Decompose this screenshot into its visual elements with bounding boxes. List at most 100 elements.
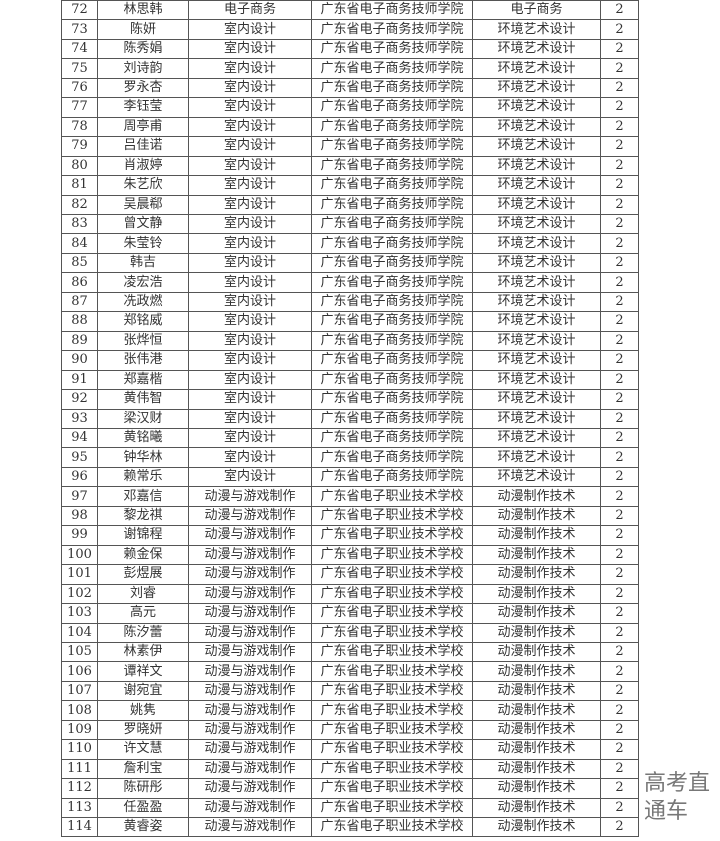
school-cell: 广东省电子商务技师学院 <box>311 19 473 40</box>
value-cell: 2 <box>600 797 639 819</box>
program-cell: 环境艺术设计 <box>472 369 601 391</box>
table-row: 98 黎龙祺 动漫与游戏制作 广东省电子职业技术学校 动漫制作技术 2 <box>61 505 639 527</box>
major-cell: 室内设计 <box>188 38 312 60</box>
program-cell: 环境艺术设计 <box>472 213 601 235</box>
value-cell: 2 <box>600 427 639 449</box>
value-cell: 2 <box>600 19 639 40</box>
row-number-cell: 88 <box>61 311 98 332</box>
row-number-cell: 102 <box>61 583 98 605</box>
value-cell: 2 <box>600 603 639 624</box>
school-cell: 广东省电子商务技师学院 <box>311 175 473 196</box>
program-cell: 动漫制作技术 <box>472 641 601 663</box>
table-row: 75 刘诗韵 室内设计 广东省电子商务技师学院 环境艺术设计 2 <box>61 58 639 79</box>
student-name-cell: 曾文静 <box>97 213 189 235</box>
row-number-cell: 112 <box>61 778 98 799</box>
program-cell: 环境艺术设计 <box>472 155 601 177</box>
table-row: 107 谢宛宜 动漫与游戏制作 广东省电子职业技术学校 动漫制作技术 2 <box>61 680 639 702</box>
table-row: 76 罗永杏 室内设计 广东省电子商务技师学院 环境艺术设计 2 <box>61 77 639 99</box>
table-row: 80 肖淑婷 室内设计 广东省电子商务技师学院 环境艺术设计 2 <box>61 155 639 177</box>
table-row: 74 陈秀娟 室内设计 广东省电子商务技师学院 环境艺术设计 2 <box>61 38 639 60</box>
row-number-cell: 104 <box>61 622 98 643</box>
student-name-cell: 张伟港 <box>97 350 189 371</box>
row-number-cell: 105 <box>61 641 98 663</box>
major-cell: 室内设计 <box>188 447 312 468</box>
program-cell: 动漫制作技术 <box>472 758 601 780</box>
program-cell: 动漫制作技术 <box>472 700 601 721</box>
student-name-cell: 黎龙祺 <box>97 505 189 527</box>
table-row: 99 谢锦程 动漫与游戏制作 广东省电子职业技术学校 动漫制作技术 2 <box>61 525 639 546</box>
row-number-cell: 89 <box>61 330 98 352</box>
row-number-cell: 94 <box>61 427 98 449</box>
student-name-cell: 梁汉财 <box>97 408 189 429</box>
table-row: 77 李钰莹 室内设计 广东省电子商务技师学院 环境艺术设计 2 <box>61 97 639 118</box>
program-cell: 环境艺术设计 <box>472 466 601 488</box>
school-cell: 广东省电子商务技师学院 <box>311 311 473 332</box>
school-cell: 广东省电子职业技术学校 <box>311 778 473 799</box>
value-cell: 2 <box>600 155 639 177</box>
student-name-cell: 吴晨郗 <box>97 194 189 215</box>
student-name-cell: 黄伟智 <box>97 389 189 410</box>
major-cell: 动漫与游戏制作 <box>188 680 312 702</box>
watermark: 高考直通车 <box>644 771 711 824</box>
major-cell: 室内设计 <box>188 311 312 332</box>
table-row: 105 林素伊 动漫与游戏制作 广东省电子职业技术学校 动漫制作技术 2 <box>61 641 639 663</box>
table-row: 110 许文慧 动漫与游戏制作 广东省电子职业技术学校 动漫制作技术 2 <box>61 739 639 760</box>
student-name-cell: 黄铭曦 <box>97 427 189 449</box>
program-cell: 环境艺术设计 <box>472 233 601 254</box>
row-number-cell: 83 <box>61 213 98 235</box>
student-name-cell: 郑铭威 <box>97 311 189 332</box>
student-name-cell: 刘诗韵 <box>97 58 189 79</box>
value-cell: 2 <box>600 544 639 566</box>
table-row: 102 刘睿 动漫与游戏制作 广东省电子职业技术学校 动漫制作技术 2 <box>61 583 639 605</box>
program-cell: 动漫制作技术 <box>472 719 601 741</box>
school-cell: 广东省电子职业技术学校 <box>311 486 473 507</box>
program-cell: 环境艺术设计 <box>472 116 601 138</box>
school-cell: 广东省电子职业技术学校 <box>311 700 473 721</box>
program-cell: 动漫制作技术 <box>472 603 601 624</box>
row-number-cell: 106 <box>61 661 98 682</box>
major-cell: 室内设计 <box>188 252 312 274</box>
student-name-cell: 黄睿姿 <box>97 817 189 838</box>
student-name-cell: 冼政燃 <box>97 291 189 313</box>
value-cell: 2 <box>600 466 639 488</box>
school-cell: 广东省电子商务技师学院 <box>311 0 473 21</box>
student-name-cell: 姚隽 <box>97 700 189 721</box>
value-cell: 2 <box>600 641 639 663</box>
value-cell: 2 <box>600 350 639 371</box>
table-row: 92 黄伟智 室内设计 广东省电子商务技师学院 环境艺术设计 2 <box>61 389 639 410</box>
table-row: 84 朱莹铃 室内设计 广东省电子商务技师学院 环境艺术设计 2 <box>61 233 639 254</box>
value-cell: 2 <box>600 194 639 215</box>
table-row: 79 吕佳诺 室内设计 广东省电子商务技师学院 环境艺术设计 2 <box>61 136 639 157</box>
row-number-cell: 81 <box>61 175 98 196</box>
value-cell: 2 <box>600 272 639 293</box>
row-number-cell: 93 <box>61 408 98 429</box>
table-row: 88 郑铭威 室内设计 广东省电子商务技师学院 环境艺术设计 2 <box>61 311 639 332</box>
program-cell: 环境艺术设计 <box>472 427 601 449</box>
student-name-cell: 陈妍 <box>97 19 189 40</box>
student-name-cell: 李钰莹 <box>97 97 189 118</box>
program-cell: 动漫制作技术 <box>472 817 601 838</box>
row-number-cell: 73 <box>61 19 98 40</box>
table-row: 82 吴晨郗 室内设计 广东省电子商务技师学院 环境艺术设计 2 <box>61 194 639 215</box>
major-cell: 动漫与游戏制作 <box>188 622 312 643</box>
school-cell: 广东省电子职业技术学校 <box>311 544 473 566</box>
major-cell: 动漫与游戏制作 <box>188 603 312 624</box>
row-number-cell: 114 <box>61 817 98 838</box>
row-number-cell: 110 <box>61 739 98 760</box>
value-cell: 2 <box>600 38 639 60</box>
major-cell: 室内设计 <box>188 175 312 196</box>
major-cell: 动漫与游戏制作 <box>188 739 312 760</box>
value-cell: 2 <box>600 505 639 527</box>
student-name-cell: 罗永杏 <box>97 77 189 99</box>
student-name-cell: 林思韩 <box>97 0 189 21</box>
program-cell: 环境艺术设计 <box>472 408 601 429</box>
program-cell: 动漫制作技术 <box>472 486 601 507</box>
student-name-cell: 朱艺欣 <box>97 175 189 196</box>
value-cell: 2 <box>600 311 639 332</box>
table-row: 111 詹利宝 动漫与游戏制作 广东省电子职业技术学校 动漫制作技术 2 <box>61 758 639 780</box>
program-cell: 动漫制作技术 <box>472 544 601 566</box>
student-name-cell: 谭祥文 <box>97 661 189 682</box>
major-cell: 室内设计 <box>188 116 312 138</box>
school-cell: 广东省电子职业技术学校 <box>311 817 473 838</box>
student-name-cell: 谢宛宜 <box>97 680 189 702</box>
